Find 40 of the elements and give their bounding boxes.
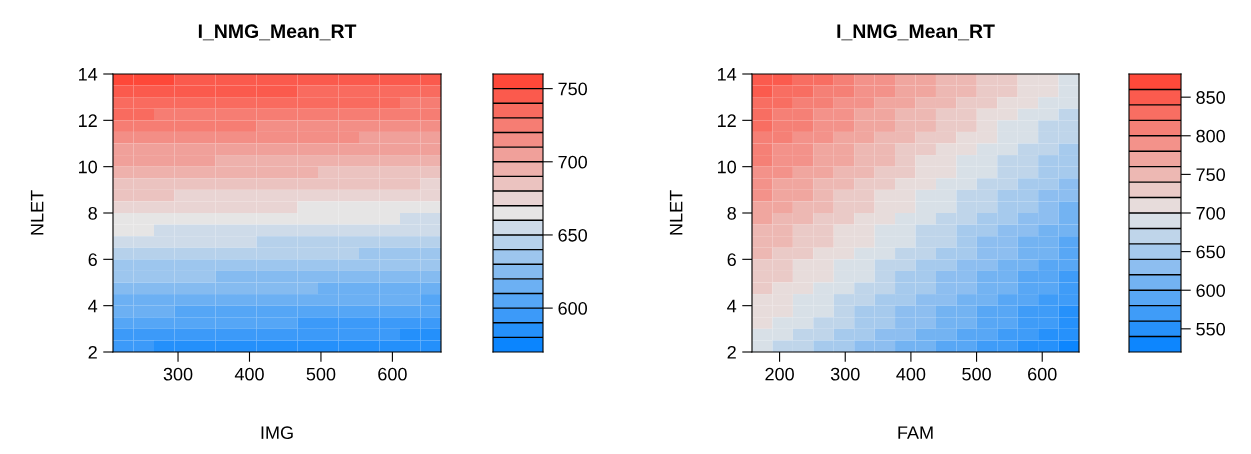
y-tick-label: 12 (79, 114, 97, 127)
color-bar-label: 650 (558, 228, 587, 242)
x-tick-label: 500 (962, 367, 991, 381)
color-bar-label: 650 (1196, 245, 1225, 259)
x-tick-label: 400 (896, 367, 926, 381)
x-tick-label: 400 (234, 367, 264, 381)
color-bar-label: 550 (1196, 322, 1225, 336)
y-tick-label: 4 (727, 299, 737, 313)
x-axis-title: FAM (898, 426, 933, 439)
x-tick-label: 500 (306, 367, 336, 381)
y-tick-label: 14 (79, 68, 98, 81)
x-tick-label: 300 (830, 367, 860, 381)
chart-title: I_NMG_Mean_RT (198, 24, 357, 41)
x-tick-label: 200 (765, 367, 794, 381)
y-tick-label: 8 (727, 206, 736, 220)
y-tick-label: 6 (88, 253, 97, 267)
x-tick-label: 300 (163, 367, 193, 381)
y-tick-label: 14 (718, 68, 737, 81)
y-axis-title: NLET (669, 190, 683, 235)
y-tick-label: 6 (727, 253, 736, 267)
color-bar-label: 600 (558, 302, 587, 315)
y-tick-label: 12 (718, 114, 736, 127)
y-axis-title: NLET (30, 190, 44, 235)
x-tick-label: 600 (1028, 367, 1057, 381)
y-tick-label: 10 (718, 160, 737, 174)
color-bar-label: 800 (1196, 129, 1225, 143)
chart-title: I_NMG_Mean_RT (837, 24, 995, 41)
y-tick-label: 10 (79, 160, 98, 174)
color-bar-label: 850 (1196, 91, 1225, 104)
color-bar-label: 750 (1196, 168, 1225, 182)
y-tick-label: 8 (88, 206, 97, 220)
x-axis-title: IMG (261, 426, 293, 440)
y-tick-label: 2 (727, 345, 736, 359)
x-tick-label: 600 (378, 367, 407, 381)
color-bar-label: 700 (1196, 206, 1225, 220)
color-bar-label: 700 (558, 155, 587, 169)
y-tick-label: 4 (88, 299, 98, 313)
color-bar-label: 600 (1196, 284, 1225, 297)
color-bar-label: 750 (558, 82, 587, 96)
y-tick-label: 2 (88, 345, 97, 359)
